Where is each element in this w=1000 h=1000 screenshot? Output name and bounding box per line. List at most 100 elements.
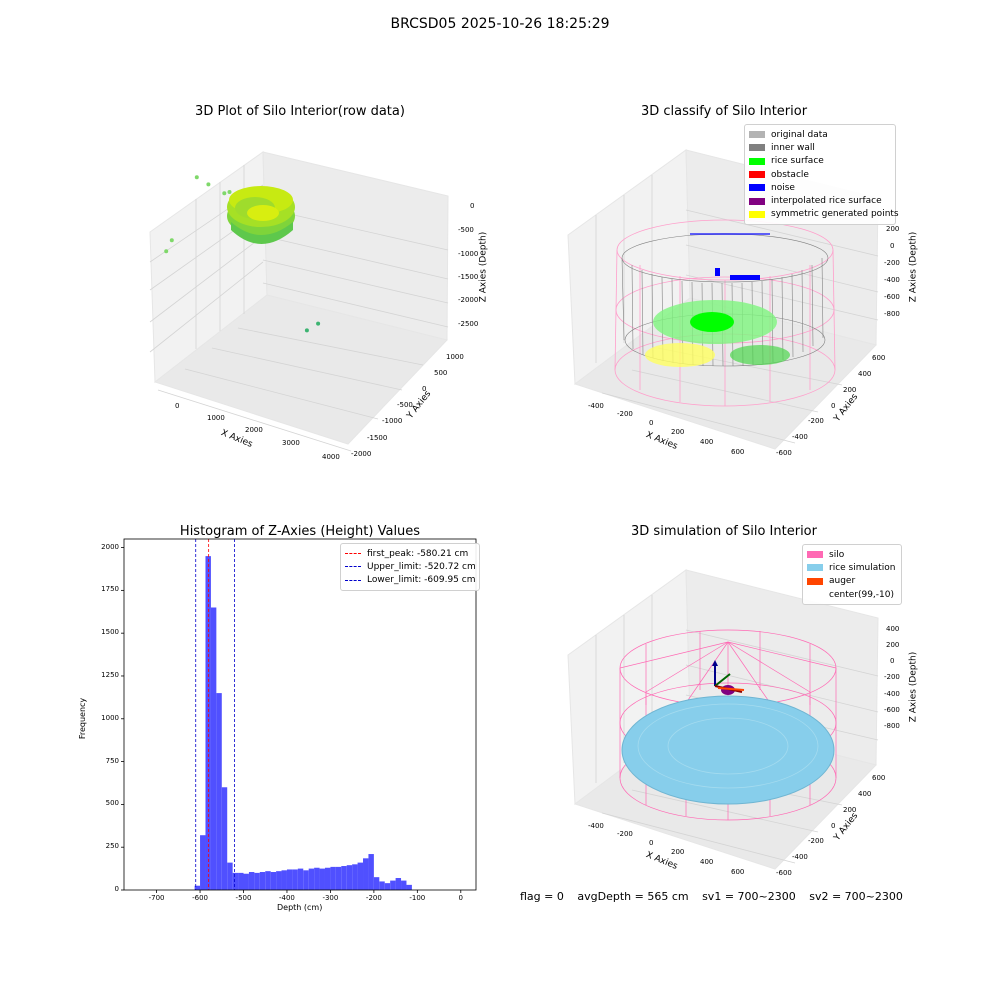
p4-ztick: 200 [886,641,900,649]
histogram-bar [390,880,396,890]
panel1-point [194,175,199,180]
sv2-text: sv2 = 700~2300 [809,890,903,903]
legend-label: first_peak: -580.21 cm [367,548,469,559]
p4-ztick: -800 [884,722,900,730]
histogram-ytick-label: 1750 [101,585,119,594]
histogram-bar [276,871,282,890]
legend-label: inner wall [771,142,815,153]
flag-text: flag = 0 [520,890,564,903]
histogram-bar [341,866,347,890]
legend-label: rice simulation [829,562,896,573]
legend-label: original data [771,129,828,140]
p1-xtick: 3000 [282,439,300,447]
panel2-zlabel: Z Axies (Depth) [908,231,919,303]
legend-swatch [749,131,765,139]
legend-item-obstacle: obstacle [749,168,891,181]
histogram-legend: first_peak: -580.21 cm Upper_limit: -520… [340,543,480,591]
p4-ytick: -400 [792,853,808,861]
figure-title: BRCSD05 2025-10-26 18:25:29 [390,16,610,32]
histogram-ytick-label: 0 [114,885,119,893]
histogram-xtick-label: -400 [279,894,295,902]
panel3-title: Histogram of Z-Axies (Height) Values [179,524,421,539]
legend-item-symmetric: symmetric generated points [749,208,899,221]
p1-ytick: -1500 [367,434,388,442]
legend-swatch [807,551,823,559]
legend-swatch [749,197,765,205]
p2-ytick: -600 [776,449,792,457]
histogram-bar [297,868,304,890]
p4-ztick: -400 [884,690,900,698]
p4-ytick: 200 [843,806,857,814]
legend-label: rice surface [771,156,824,167]
p1-xtick: 4000 [322,453,340,461]
histogram-bar [238,872,244,890]
p2-xtick: 600 [731,448,745,456]
histogram-ytick-label: 1000 [101,713,119,722]
legend-swatch [749,171,765,179]
histogram-xtick-label: -300 [322,894,339,902]
panel4-ylabel: Y Axies [832,811,861,843]
histogram-bar [243,873,249,890]
histogram-bar [254,872,260,890]
legend-swatch [749,210,765,218]
histogram-xtick-label: -700 [148,894,165,902]
histogram-xtick-label: -100 [409,894,426,902]
histogram-xtick-label: -200 [365,894,382,902]
histogram-bar [216,693,222,890]
histogram-bar [286,869,293,890]
histogram-bars [194,556,412,890]
p4-xtick: -400 [588,822,604,830]
legend-label: obstacle [771,169,809,180]
legend-swatch [749,157,765,165]
histogram-bar [308,868,315,890]
panel1-scatter-points [164,175,321,333]
panel1-point [206,182,211,187]
histogram-bar [200,835,206,890]
histogram-ytick-label: 500 [105,799,119,808]
p4-ytick: -600 [776,869,792,877]
panel2-noise [690,233,770,280]
panel2-title: 3D classify of Silo Interior [640,104,808,119]
legend-item-interpolated: interpolated rice surface [749,194,891,207]
legend-line [345,579,361,581]
p1-xtick: 0 [175,402,180,410]
histogram-axes [121,538,477,893]
p1-ytick: -2000 [351,450,372,458]
legend-label: Lower_limit: -609.95 cm [367,575,476,586]
legend-item-center: center(99,-10) [807,588,897,601]
legend-swatch [807,577,823,585]
p2-ytick: 400 [858,370,872,378]
histogram-bar [248,872,255,890]
p2-xtick: -400 [588,402,604,410]
p4-xtick: 200 [671,848,685,856]
p1-ztick: -1500 [458,273,479,281]
legend-label: center(99,-10) [829,589,894,600]
p4-ytick: 400 [858,790,872,798]
p4-xtick: 600 [731,868,745,876]
p2-ztick: 200 [886,225,900,233]
p4-ytick: -200 [808,837,824,845]
p1-ztick: -2500 [458,320,479,328]
histogram-bar [292,869,298,890]
p2-xtick: 400 [700,438,714,446]
histogram-bar [303,870,309,890]
legend-line [345,566,361,568]
legend-item-original: original data [749,128,891,141]
histogram-bar [232,872,239,890]
p4-xtick: 400 [700,858,714,866]
legend-item-rice-simulation: rice simulation [807,561,897,574]
p1-xtick: 2000 [245,426,263,434]
histogram-bar [346,865,353,890]
p2-ytick: -200 [808,417,824,425]
legend-label: Upper_limit: -520.72 cm [367,561,476,572]
histogram-ylabel: Frequency [78,697,88,740]
legend-swatch [749,144,765,152]
status-footer: flag = 0 avgDepth = 565 cm sv1 = 700~230… [520,890,913,903]
legend-item-rice-surface: rice surface [749,155,891,168]
p4-xtick: 0 [649,839,654,847]
legend-item-lower-limit: Lower_limit: -609.95 cm [345,574,475,587]
legend-item-inner-wall: inner wall [749,141,891,154]
panel2-ylabel: Y Axies [832,392,861,424]
p2-xtick: 200 [671,428,685,436]
histogram-ytick-label: 250 [105,842,119,851]
